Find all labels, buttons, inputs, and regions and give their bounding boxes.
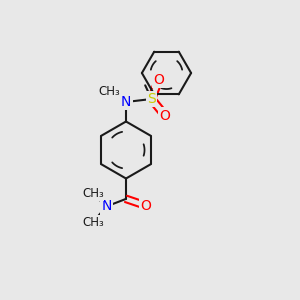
Text: CH₃: CH₃ xyxy=(82,215,104,229)
Text: N: N xyxy=(101,200,112,213)
Text: N: N xyxy=(121,95,131,109)
Text: O: O xyxy=(160,109,170,122)
Text: CH₃: CH₃ xyxy=(99,85,120,98)
Text: S: S xyxy=(147,92,156,106)
Text: CH₃: CH₃ xyxy=(82,187,104,200)
Text: O: O xyxy=(140,199,151,212)
Text: O: O xyxy=(154,73,164,86)
